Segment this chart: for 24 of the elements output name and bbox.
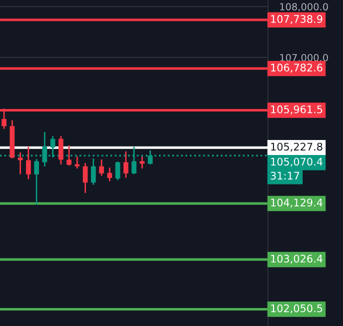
ref-line-label: 103,026.4 <box>271 254 322 264</box>
ref-line-label: 107,738.9 <box>271 15 322 24</box>
candlestick <box>26 146 31 180</box>
ref-line-label: 105,961.5 <box>271 105 322 114</box>
candlestick <box>115 162 120 180</box>
candlestick <box>99 160 104 176</box>
y-tick-label: 107,000.0 <box>280 54 328 62</box>
y-tick-label: 108,000.0 <box>280 3 328 12</box>
candlestick <box>140 156 145 169</box>
ref-line-label: 105,227.8 <box>271 142 322 152</box>
candlestick <box>74 156 80 169</box>
ref-line-label: 106,782.6 <box>271 64 322 73</box>
candlestick <box>123 151 128 178</box>
candlestick <box>18 152 23 174</box>
candlestick <box>82 163 88 193</box>
candlestick <box>90 158 96 185</box>
candlestick <box>66 145 72 166</box>
ref-line-label: 104,129.4 <box>271 198 322 208</box>
candlestick <box>58 136 64 164</box>
candlestick <box>34 159 39 205</box>
text: 31:17 <box>270 172 300 180</box>
ref-line-label: 105,070.4 <box>271 158 322 167</box>
ref-line-label: 102,050.5 <box>271 304 322 314</box>
candlestick <box>107 168 112 182</box>
